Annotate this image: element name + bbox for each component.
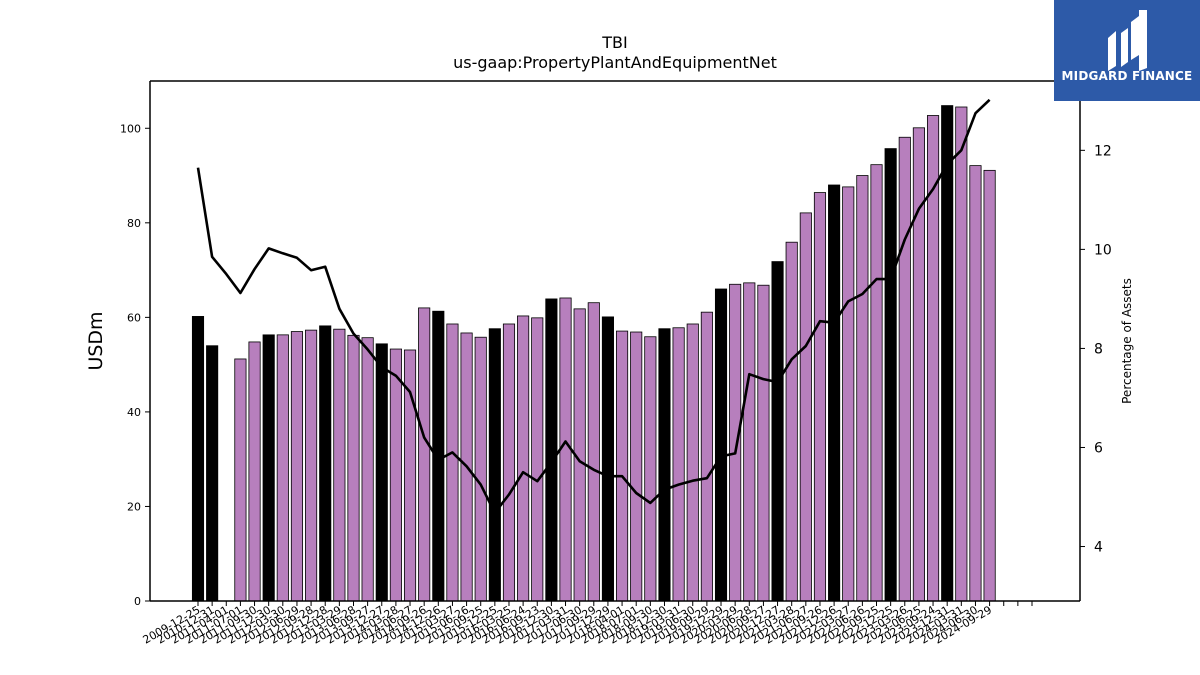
bar-2019-06-30 [729, 283, 742, 602]
bar-2016-03-25 [545, 298, 558, 602]
y-axis-label: USDm [85, 311, 107, 370]
bar-2016-12-30 [587, 302, 600, 602]
bar-2021-09-26 [856, 175, 869, 602]
bar-2022-06-26 [898, 136, 911, 602]
bar-2018-12-30 [700, 311, 713, 602]
bar-2012-12-28 [361, 337, 374, 602]
midgard-logo-icon [1108, 10, 1147, 71]
midgard-finance-logo: MIDGARD FINANCE [1054, 0, 1200, 101]
bar-2021-06-27 [842, 186, 855, 602]
bar-2011-04-01 [262, 334, 275, 602]
bar-2009-12-25 [191, 316, 205, 602]
bar-2023-06-25 [955, 106, 968, 602]
logo-text: MIDGARD FINANCE [1061, 69, 1193, 83]
bar-2020-06-28 [785, 241, 798, 602]
y2-tick-label: 10 [1094, 242, 1112, 258]
bar-2023-09-24 [969, 165, 982, 602]
bar-2015-06-26 [502, 323, 516, 602]
bar-2012-06-29 [333, 328, 346, 602]
y2-tick-label: 12 [1094, 143, 1112, 159]
bar-2020-09-27 [799, 212, 812, 602]
bar-2023-03-26 [941, 105, 954, 602]
y2-tick-label: 8 [1094, 341, 1103, 357]
bar-2017-09-29 [630, 331, 643, 602]
y2-tick-label: 4 [1094, 540, 1103, 556]
bar-2021-12-26 [870, 164, 883, 602]
bar-2017-06-30 [616, 330, 629, 602]
bar-2013-03-29 [375, 343, 388, 602]
bar-2015-12-25 [531, 317, 544, 602]
bar-2020-03-29 [771, 261, 784, 602]
bar-2023-12-31 [983, 169, 996, 602]
percentage-line [196, 98, 991, 515]
y-tick-label: 20 [127, 500, 141, 513]
bar-2022-03-27 [884, 148, 897, 602]
bar-2011-09-30 [290, 331, 304, 602]
chart-subtitle: us-gaap:PropertyPlantAndEquipmentNet [453, 53, 777, 72]
bar-2013-06-28 [389, 348, 402, 602]
y-tick-label: 0 [134, 595, 141, 608]
bar-2014-12-26 [474, 336, 487, 602]
y2-tick-label: 6 [1094, 440, 1103, 456]
chart-title: TBI [601, 33, 627, 52]
bar-2019-03-31 [714, 288, 728, 602]
bar-2015-09-25 [517, 315, 530, 602]
bar-2017-12-29 [644, 336, 657, 602]
bar-2011-07-01 [276, 334, 289, 602]
bar-2018-09-30 [686, 323, 699, 602]
bar-2015-03-27 [488, 328, 501, 602]
y2-axis-label: Percentage of Assets [1120, 278, 1134, 404]
bar-2021-03-28 [828, 184, 841, 602]
bar-2014-06-27 [446, 323, 459, 602]
bar-2018-07-01 [672, 327, 685, 602]
y-tick-label: 60 [127, 311, 141, 324]
bar-2019-09-29 [743, 282, 756, 602]
bar-2012-09-28 [347, 334, 360, 602]
bar-2014-03-28 [432, 310, 445, 602]
y-tick-label: 40 [127, 406, 141, 419]
y-tick-label: 100 [120, 122, 141, 135]
y-tick-label: 80 [127, 217, 141, 230]
bar-2019-12-29 [757, 284, 770, 602]
bar-2010-09-24 [234, 358, 247, 602]
bar-2018-04-01 [658, 328, 671, 602]
bar-2012-03-30 [319, 325, 332, 602]
bar-2010-03-26 [206, 345, 219, 602]
bar-2017-03-31 [601, 316, 614, 602]
bar-2013-12-27 [418, 307, 431, 602]
bar-2010-12-31 [248, 341, 261, 602]
bar-2011-12-30 [305, 329, 318, 602]
bar-2020-12-27 [813, 192, 827, 602]
bar-2022-09-25 [912, 127, 925, 602]
